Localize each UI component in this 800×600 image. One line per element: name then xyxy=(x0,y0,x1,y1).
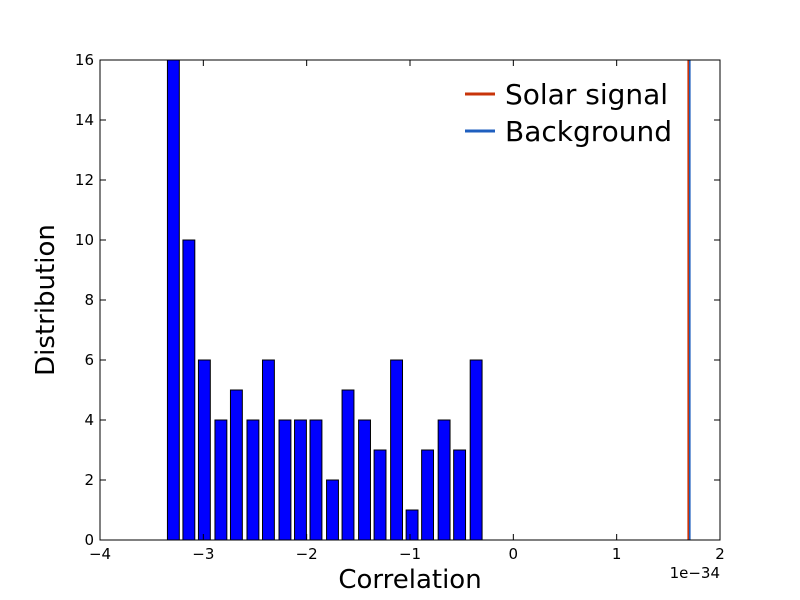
y-axis-ticks: 0 2 4 6 8 10 12 14 16 xyxy=(75,51,720,549)
bar-8 xyxy=(278,419,292,541)
bar-18 xyxy=(437,419,451,541)
x-tick-label: −1 xyxy=(399,545,421,563)
legend-label: Background xyxy=(505,115,672,148)
bar-9 xyxy=(294,419,307,541)
bar-1 xyxy=(166,59,180,541)
bar-4 xyxy=(214,419,228,541)
bar-17 xyxy=(421,449,435,541)
bar-7 xyxy=(261,359,275,541)
y-tick-label: 10 xyxy=(75,231,94,249)
y-tick-label: 12 xyxy=(75,171,94,189)
y-tick-label: 2 xyxy=(84,471,94,489)
y-tick-label: 6 xyxy=(84,351,94,369)
bar-19 xyxy=(453,449,467,541)
bar-5 xyxy=(229,389,243,541)
bar-20 xyxy=(469,359,483,541)
bar-15 xyxy=(390,359,404,541)
x-tick-label: 2 xyxy=(715,545,725,563)
bar-11 xyxy=(326,479,339,541)
x-axis-ticks: −4 −3 −2 −1 0 1 2 xyxy=(89,60,725,563)
bar-3 xyxy=(197,359,211,541)
legend-label: Solar signal xyxy=(505,78,668,111)
bar-16 xyxy=(405,509,419,541)
x-tick-label: −2 xyxy=(296,545,318,563)
y-tick-label: 14 xyxy=(75,111,94,129)
bar-14 xyxy=(373,449,387,541)
y-tick-label: 16 xyxy=(75,51,94,69)
y-tick-label: 8 xyxy=(84,291,94,309)
vertical-lines-group xyxy=(687,60,691,540)
y-axis-label: Distribution xyxy=(31,224,61,376)
bar-12 xyxy=(341,389,355,541)
x-axis-label: Correlation xyxy=(338,565,481,595)
bar-2 xyxy=(182,239,196,541)
x-tick-label: −3 xyxy=(192,545,214,563)
bars-group xyxy=(166,59,483,541)
bar-6 xyxy=(246,419,260,541)
bar-13 xyxy=(358,419,371,541)
x-tick-label: 1 xyxy=(612,545,622,563)
y-tick-label: 0 xyxy=(84,531,94,549)
y-tick-label: 4 xyxy=(84,411,94,429)
x-tick-label: 0 xyxy=(509,545,519,563)
bar-10 xyxy=(309,419,323,541)
x-axis-offset-label: 1e−34 xyxy=(670,564,720,582)
legend: Solar signal Background xyxy=(465,78,672,148)
x-tick-label: −4 xyxy=(89,545,111,563)
